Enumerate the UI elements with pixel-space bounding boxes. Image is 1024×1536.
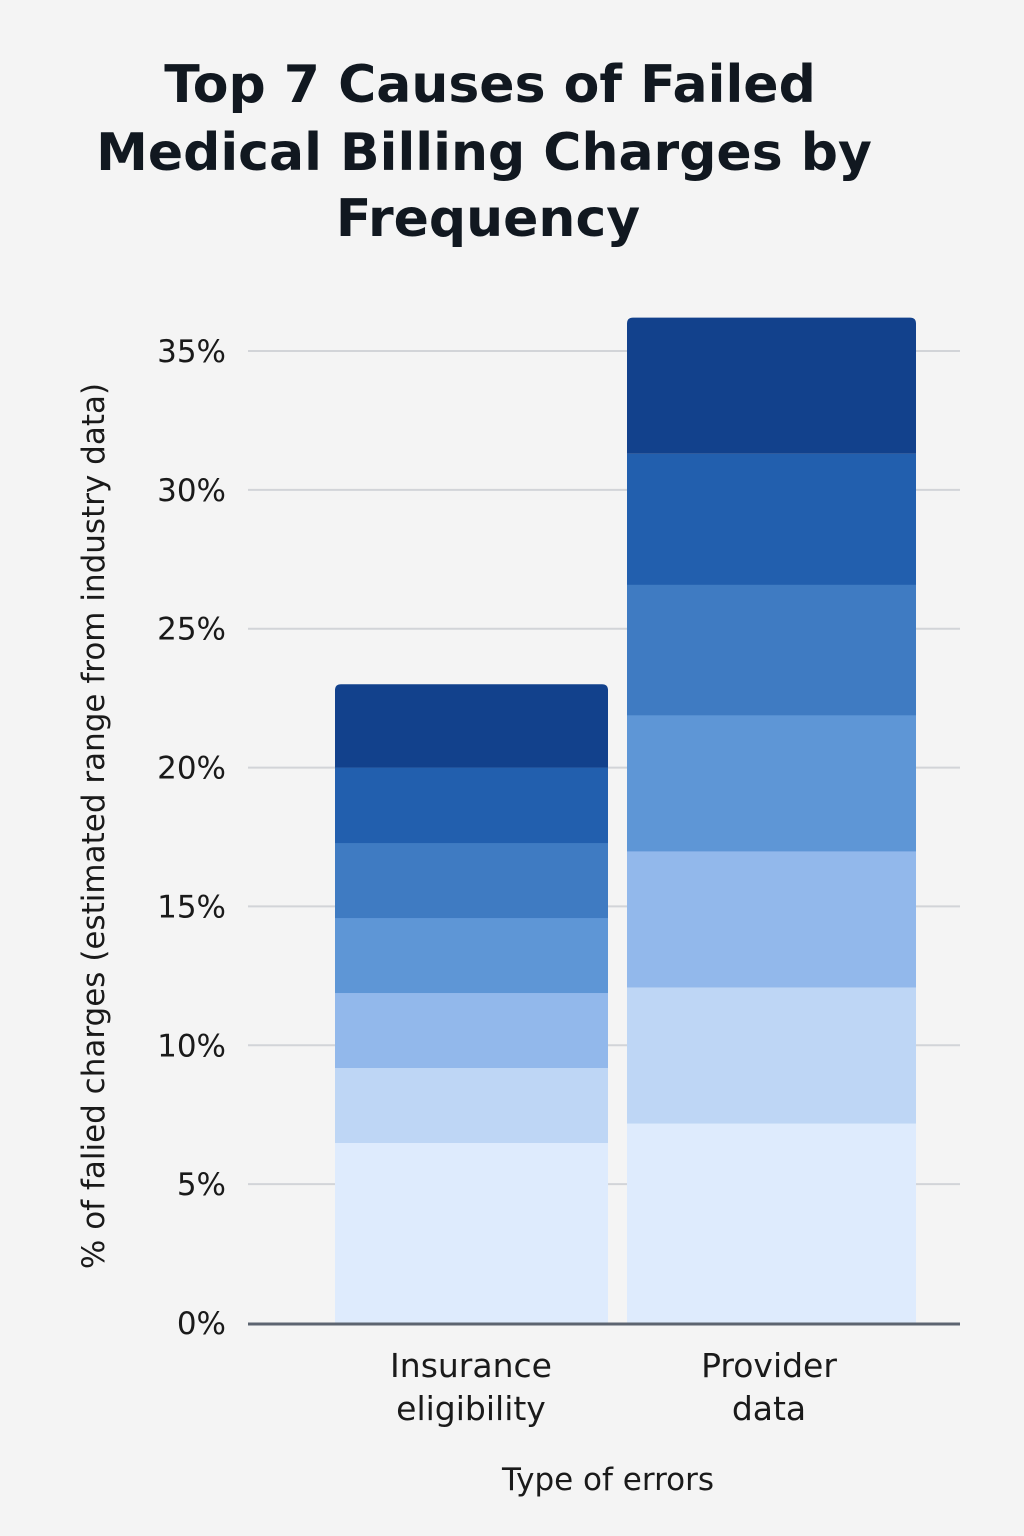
y-axis-title: % of falied charges (estimated range fro… (76, 383, 112, 1269)
bar-segment (627, 1123, 916, 1324)
chart-title: Top 7 Causes of Failed Medical Billing C… (96, 55, 872, 249)
bar-stack (627, 317, 916, 1324)
y-tick-label: 10% (157, 1028, 226, 1064)
bar-stack (335, 684, 608, 1324)
x-category-label: Insurance eligibility (390, 1346, 552, 1428)
bar-segment (335, 917, 608, 994)
chart-title-line-1: Top 7 Causes of Failed (164, 55, 816, 115)
bars (335, 317, 916, 1324)
bar-segment (627, 317, 916, 454)
bar-segment (335, 684, 608, 768)
y-tick-label: 0% (177, 1306, 226, 1342)
y-tick-label: 25% (157, 612, 226, 648)
chart-title-line-2: Medical Billing Charges by (96, 123, 872, 183)
x-axis-title: Type of errors (501, 1462, 714, 1498)
bar-segment (627, 986, 916, 1124)
y-tick-label: 35% (157, 334, 226, 370)
y-tick-label: 5% (177, 1167, 226, 1203)
x-axis-category-labels: Insurance eligibility Provider data (390, 1346, 837, 1428)
y-tick-label: 15% (157, 889, 226, 925)
bar-segment (335, 767, 608, 844)
bar-segment (627, 714, 916, 852)
y-tick-label: 30% (157, 473, 226, 509)
y-axis-tick-labels: 0% 5% 10% 15% 20% 25% 30% 35% (157, 334, 226, 1342)
chart-title-line-3: Frequency (336, 189, 640, 249)
y-tick-label: 20% (157, 751, 226, 787)
bar-segment (335, 1142, 608, 1324)
bar-segment (627, 453, 916, 585)
bar-segment (335, 1067, 608, 1143)
bar-segment (335, 992, 608, 1069)
bar-segment (335, 842, 608, 919)
bar-segment (627, 850, 916, 988)
x-category-label: Provider data (701, 1346, 837, 1428)
bar-segment (627, 584, 916, 716)
